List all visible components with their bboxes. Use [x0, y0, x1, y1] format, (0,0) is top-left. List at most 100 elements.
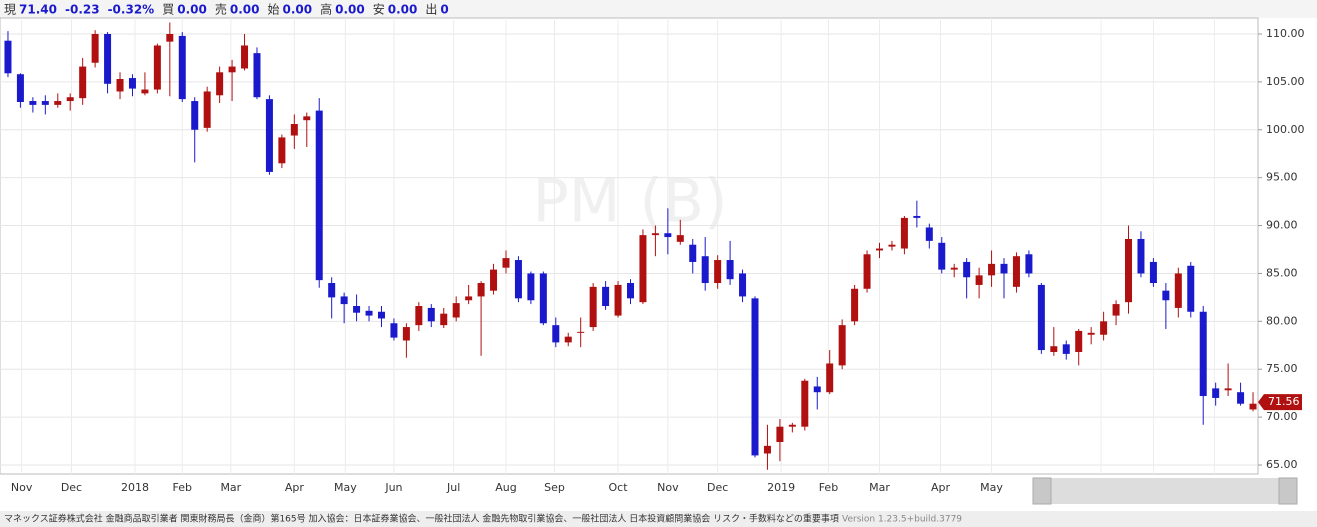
header-value: 0.00 [388, 3, 418, 17]
candle-body [340, 296, 348, 305]
candle-body [1162, 290, 1170, 301]
candle-body [651, 233, 659, 236]
candle-body [838, 325, 846, 366]
x-tick-label: Mar [220, 481, 241, 494]
x-tick-label: Dec [61, 481, 82, 494]
plot-area [0, 17, 1259, 475]
candle-body [1112, 304, 1120, 316]
candle-body [1199, 311, 1207, 397]
candle-body [1062, 344, 1070, 354]
candle-body [390, 323, 398, 338]
candle-body [763, 445, 771, 454]
candle-body [876, 248, 884, 251]
grid [0, 18, 1258, 474]
candle-body [751, 298, 759, 456]
candle-body [813, 386, 821, 393]
y-tick-label: 75.00 [1266, 362, 1298, 375]
header-value: 0 [440, 3, 448, 17]
candle-body [502, 258, 510, 268]
watermark: PM (B) [533, 167, 728, 237]
candle-body [1224, 388, 1232, 391]
candle-body [726, 260, 734, 280]
candle-body [128, 78, 136, 89]
candle-body [29, 101, 37, 105]
x-tick-label: Jul [446, 481, 460, 494]
x-tick-label: Feb [173, 481, 192, 494]
candle-body [1100, 321, 1108, 335]
candle-body [552, 325, 560, 343]
candle-body [1087, 332, 1095, 335]
header-value: -0.23 [65, 3, 100, 17]
y-tick-label: 105.00 [1266, 75, 1305, 88]
candle-body [801, 380, 809, 427]
candle-body [278, 137, 286, 164]
candle-body [1249, 403, 1257, 410]
candle-body [539, 273, 547, 324]
candle-body [54, 101, 62, 105]
y-tick-label: 110.00 [1266, 27, 1305, 40]
x-tick-label: Sep [544, 481, 565, 494]
x-tick-label: Apr [285, 481, 305, 494]
candle-body [1012, 256, 1020, 287]
candle-body [950, 267, 958, 270]
x-tick-label: Aug [495, 481, 516, 494]
candle-body [851, 288, 859, 322]
candle-body [265, 99, 273, 172]
candle-body [1125, 238, 1133, 303]
candle-body [514, 260, 522, 299]
header-label: 高 [320, 2, 332, 17]
candle-body [465, 296, 473, 301]
candle-body [1212, 388, 1220, 398]
footer-text: マネックス証券株式会社 金融商品取引業者 関東財務局長（金商）第165号 加入協… [4, 513, 839, 525]
x-tick-label: Jun [384, 481, 402, 494]
candle-body [900, 217, 908, 249]
footer-bar [0, 511, 1317, 527]
y-tick-label: 95.00 [1266, 171, 1298, 184]
version: Version 1.23.5+build.3779 [842, 515, 962, 525]
x-tick-label: Feb [819, 481, 838, 494]
candle-body [1075, 330, 1083, 352]
header-value: 0.00 [230, 3, 260, 17]
header-label: 売 [215, 2, 227, 17]
candle-body [1174, 273, 1182, 308]
x-tick-label: 2019 [767, 481, 795, 494]
candle-body [353, 306, 361, 313]
candle-body [975, 275, 983, 285]
header: 現 71.40 -0.23 -0.32% 買 0.00 売 0.00 始 0.00 高 0.00 安 0.… [4, 2, 449, 17]
y-tick-label: 85.00 [1266, 266, 1298, 279]
y-tick-label: 70.00 [1266, 410, 1298, 423]
candle-body [626, 283, 634, 299]
x-tick-label: May [334, 481, 357, 494]
candle-body [290, 124, 298, 136]
candle-body [1137, 238, 1145, 274]
scroll-handle[interactable] [1278, 477, 1298, 505]
candle-body [1037, 284, 1045, 351]
candle-body [863, 254, 871, 289]
price-tag [1258, 394, 1302, 411]
x-tick-label: 2018 [121, 481, 149, 494]
header-value: 0.00 [335, 3, 365, 17]
candle-body [477, 283, 485, 297]
candle-body [427, 307, 435, 322]
candle-body [776, 426, 784, 443]
candle-body [315, 110, 323, 281]
candle-body [602, 286, 610, 307]
candle-body [79, 66, 87, 99]
candle-body [191, 101, 199, 130]
scrollbar[interactable] [1033, 478, 1297, 504]
candle-body [241, 45, 249, 69]
candle-body [452, 303, 460, 318]
header-label: 安 [373, 2, 385, 17]
candle-body [676, 235, 684, 242]
candle-body [216, 72, 224, 96]
candle-body [925, 227, 933, 241]
candle-body [664, 233, 672, 238]
candle-body [415, 306, 423, 326]
candle-body [527, 273, 535, 301]
header-label: 買 [162, 3, 174, 17]
candle-body [639, 235, 647, 303]
candle-body [1237, 392, 1245, 404]
scroll-handle[interactable] [1032, 477, 1052, 505]
header-label: 出 [425, 3, 437, 17]
